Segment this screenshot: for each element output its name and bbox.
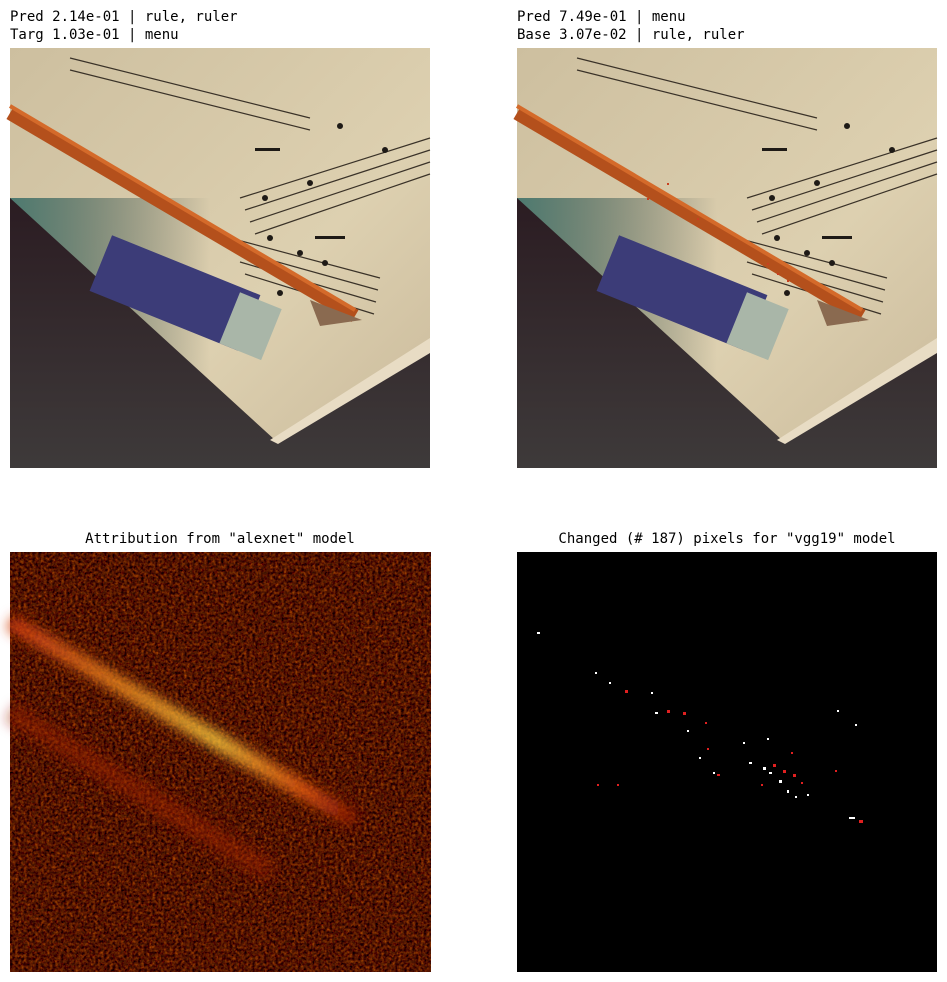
attribution-heatmap xyxy=(4,552,431,972)
adversarial-image xyxy=(517,48,937,468)
panel-title: Pred 2.14e-01 | rule, ruler xyxy=(10,9,238,25)
panel-title: Base 3.07e-02 | rule, ruler xyxy=(517,27,745,43)
panel-title: Targ 1.03e-01 | menu xyxy=(10,27,179,43)
panel-title: Pred 7.49e-01 | menu xyxy=(517,9,686,25)
panel-title: Changed (# 187) pixels for "vgg19" model xyxy=(558,531,895,547)
original-image xyxy=(10,48,430,468)
changed-pixels-map xyxy=(517,552,937,972)
panel-title: Attribution from "alexnet" model xyxy=(85,531,355,547)
